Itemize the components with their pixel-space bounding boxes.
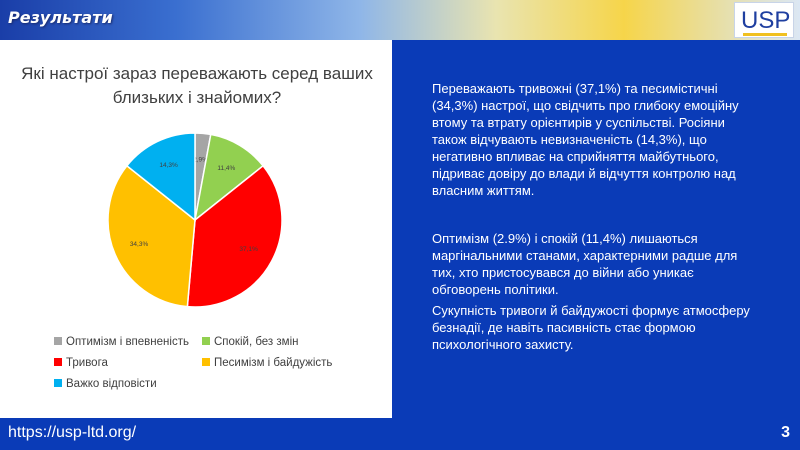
slide-title: Результати — [8, 8, 113, 27]
pie-slice-hard-to-answer — [125, 132, 196, 222]
data-label-anxiety: 37,1% — [239, 246, 258, 253]
usp-logo: USP — [734, 2, 794, 38]
paragraph-3: Сукупність тривоги й байдужості формує а… — [432, 303, 750, 352]
legend-item-calm: Спокій, без змін — [202, 336, 298, 348]
data-label-pessimism: 34,3% — [130, 241, 149, 248]
logo-text: USP — [741, 7, 791, 34]
legend-label: Важко відповісти — [66, 378, 157, 390]
paragraph-1: Переважають тривожні (37,1%) та песиміст… — [432, 81, 739, 198]
legend-label: Песимізм і байдужість — [214, 357, 333, 369]
pie-slice-pessimism — [107, 164, 196, 308]
chart-panel: Які настрої зараз переважають серед ваши… — [0, 40, 392, 418]
legend-item-pessimism: Песимізм і байдужість — [202, 357, 332, 369]
data-label-optimism: 2,9% — [193, 156, 208, 163]
logo-underline — [743, 33, 787, 36]
page-number: 3 — [781, 424, 790, 441]
legend-swatch — [54, 379, 62, 387]
paragraph-2: Оптимізм (2.9%) і спокій (11,4%) лишають… — [432, 231, 738, 297]
pie-slice-anxiety — [186, 164, 283, 308]
legend-swatch — [202, 337, 210, 345]
pie-slice-calm — [193, 133, 265, 222]
pie-chart: 2,9% 11,4% 37,1% 34,3% 14,3% — [107, 132, 283, 308]
legend-swatch — [54, 358, 62, 366]
legend-label: Тривога — [66, 357, 108, 369]
data-label-hard-to-answer: 14,3% — [159, 162, 178, 169]
legend-item-anxiety: Тривога — [54, 357, 108, 369]
header-banner: Результати USP — [0, 0, 800, 40]
website-link[interactable]: https://usp-ltd.org/ — [8, 424, 137, 441]
legend-label: Спокій, без змін — [214, 336, 299, 348]
legend-swatch — [54, 337, 62, 345]
chart-title: Які настрої зараз переважають серед ваши… — [21, 64, 373, 107]
legend-item-optimism: Оптимізм і впевненість — [54, 336, 189, 348]
footer-bar — [0, 418, 800, 450]
legend-label: Оптимізм і впевненість — [66, 336, 189, 348]
data-label-calm: 11,4% — [217, 165, 235, 172]
legend-item-hard-to-answer: Важко відповісти — [54, 378, 157, 390]
legend-swatch — [202, 358, 210, 366]
